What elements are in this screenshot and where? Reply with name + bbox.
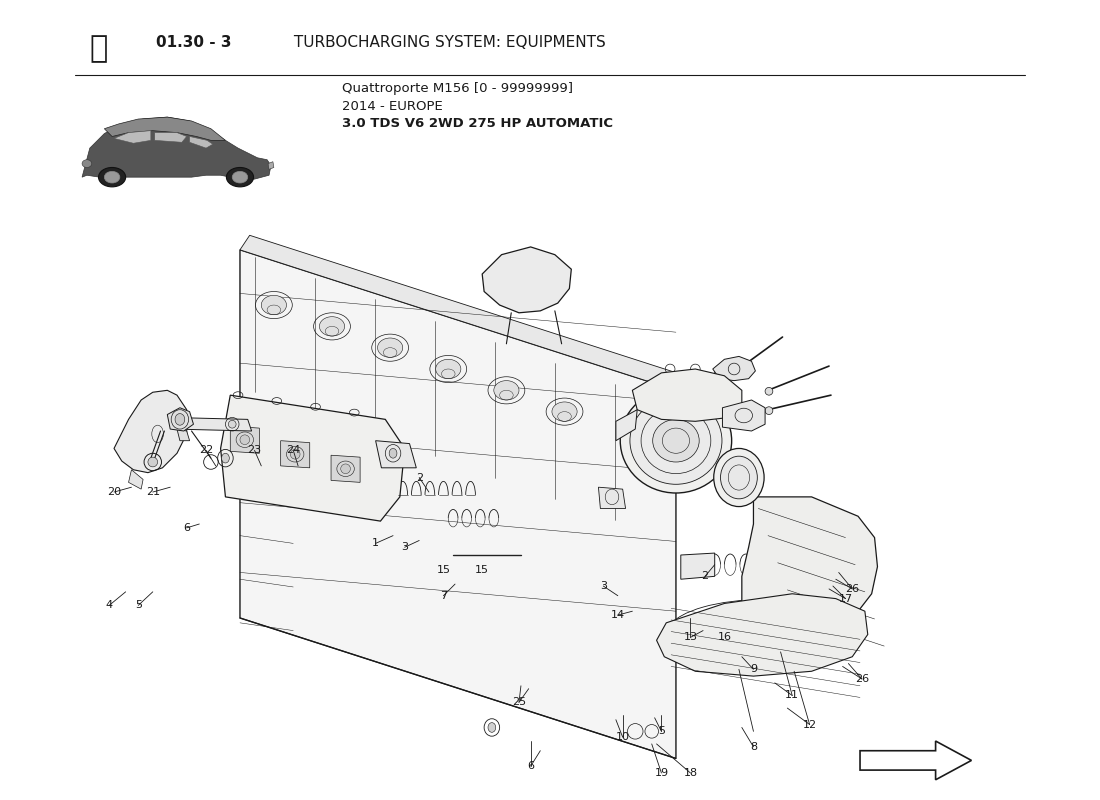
Ellipse shape <box>99 167 125 187</box>
Ellipse shape <box>227 167 253 187</box>
Text: 16: 16 <box>717 632 732 642</box>
Ellipse shape <box>620 388 732 493</box>
Polygon shape <box>170 418 252 431</box>
Polygon shape <box>129 470 143 489</box>
Ellipse shape <box>221 454 229 463</box>
Polygon shape <box>268 162 274 170</box>
Text: 6: 6 <box>527 762 535 771</box>
Ellipse shape <box>389 449 397 458</box>
Text: 2: 2 <box>416 473 422 482</box>
Text: 3: 3 <box>600 581 607 591</box>
Text: 20: 20 <box>107 487 121 497</box>
Polygon shape <box>723 400 766 431</box>
Text: 4: 4 <box>106 600 112 610</box>
Ellipse shape <box>494 381 519 400</box>
Polygon shape <box>189 137 212 148</box>
Polygon shape <box>240 235 685 390</box>
Polygon shape <box>230 426 260 454</box>
Text: 21: 21 <box>145 487 160 497</box>
Ellipse shape <box>262 295 286 314</box>
Polygon shape <box>616 410 637 441</box>
Ellipse shape <box>147 457 157 467</box>
Text: 8: 8 <box>750 742 757 752</box>
Text: 15: 15 <box>475 565 490 574</box>
Text: 𝕸: 𝕸 <box>89 34 108 63</box>
Text: 13: 13 <box>683 632 697 642</box>
Ellipse shape <box>341 464 351 474</box>
Ellipse shape <box>766 406 773 414</box>
Text: 1: 1 <box>372 538 379 548</box>
Text: 2: 2 <box>702 571 708 582</box>
Ellipse shape <box>766 387 773 395</box>
Text: 15: 15 <box>437 565 450 574</box>
Text: 3: 3 <box>402 542 408 552</box>
Polygon shape <box>82 117 271 179</box>
Text: 26: 26 <box>845 584 859 594</box>
Ellipse shape <box>104 171 120 183</box>
Polygon shape <box>632 369 741 422</box>
Text: 5: 5 <box>134 600 142 610</box>
Text: 11: 11 <box>785 690 800 701</box>
Text: 24: 24 <box>286 446 300 455</box>
Text: 7: 7 <box>440 590 447 601</box>
Ellipse shape <box>436 359 461 378</box>
Polygon shape <box>240 250 675 758</box>
Ellipse shape <box>630 397 722 484</box>
Polygon shape <box>167 408 194 431</box>
Text: 19: 19 <box>654 768 669 778</box>
Polygon shape <box>104 117 226 140</box>
Ellipse shape <box>229 420 236 428</box>
Ellipse shape <box>552 402 578 422</box>
Text: 26: 26 <box>855 674 869 684</box>
Polygon shape <box>155 133 187 142</box>
Polygon shape <box>741 497 878 640</box>
Ellipse shape <box>720 456 757 499</box>
Text: 2014 - EUROPE: 2014 - EUROPE <box>342 100 443 113</box>
Ellipse shape <box>652 419 700 462</box>
Ellipse shape <box>232 171 248 183</box>
Text: 14: 14 <box>610 610 625 620</box>
Polygon shape <box>114 130 151 143</box>
Polygon shape <box>114 390 187 473</box>
Text: TURBOCHARGING SYSTEM: EQUIPMENTS: TURBOCHARGING SYSTEM: EQUIPMENTS <box>289 34 606 50</box>
Polygon shape <box>482 247 571 313</box>
Text: 12: 12 <box>803 719 816 730</box>
Ellipse shape <box>733 368 741 376</box>
Ellipse shape <box>488 722 496 732</box>
Text: 18: 18 <box>683 768 697 778</box>
Ellipse shape <box>175 414 185 425</box>
Polygon shape <box>375 441 416 468</box>
Polygon shape <box>177 429 189 441</box>
Ellipse shape <box>240 435 250 445</box>
Polygon shape <box>681 553 715 579</box>
Polygon shape <box>657 594 868 676</box>
Text: 23: 23 <box>248 446 262 455</box>
Text: 17: 17 <box>838 594 853 604</box>
Text: 10: 10 <box>616 732 629 742</box>
Text: 01.30 - 3: 01.30 - 3 <box>156 34 231 50</box>
Text: 22: 22 <box>199 446 213 455</box>
Text: 5: 5 <box>658 726 664 736</box>
Polygon shape <box>221 395 405 521</box>
Text: 6: 6 <box>184 523 190 533</box>
Polygon shape <box>598 487 626 509</box>
Polygon shape <box>331 455 360 482</box>
Text: 25: 25 <box>512 698 526 707</box>
Ellipse shape <box>714 449 764 506</box>
Ellipse shape <box>82 160 91 167</box>
Ellipse shape <box>319 317 344 336</box>
Text: 3.0 TDS V6 2WD 275 HP AUTOMATIC: 3.0 TDS V6 2WD 275 HP AUTOMATIC <box>342 117 613 130</box>
Text: Quattroporte M156 [0 - 99999999]: Quattroporte M156 [0 - 99999999] <box>342 82 573 95</box>
Text: 9: 9 <box>750 664 757 674</box>
Polygon shape <box>280 441 310 468</box>
Ellipse shape <box>290 450 300 459</box>
Ellipse shape <box>377 338 403 358</box>
Polygon shape <box>713 357 756 381</box>
